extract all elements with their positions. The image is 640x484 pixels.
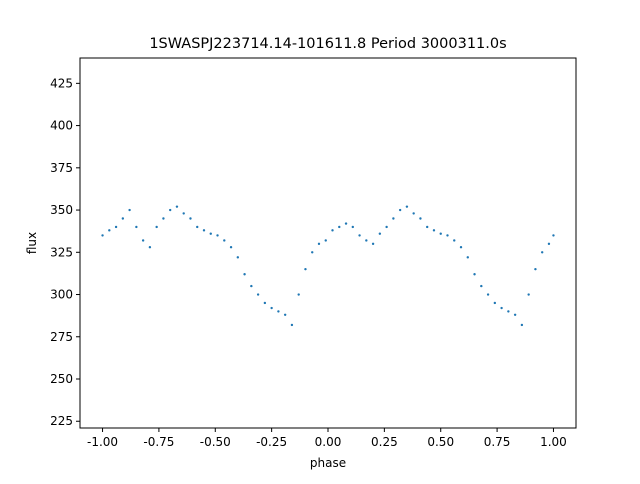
y-axis-ticks: 225 250 275 300 325 350 375 400 425 [50, 76, 80, 428]
data-point [540, 251, 544, 254]
data-point [175, 205, 179, 208]
data-point [552, 234, 555, 237]
y-tick-label: 225 [50, 414, 73, 428]
data-point [432, 229, 436, 232]
data-point [317, 242, 321, 246]
y-tick-label: 325 [50, 245, 73, 259]
data-point [202, 229, 206, 232]
data-point [250, 284, 253, 288]
data-point [520, 323, 524, 327]
data-point [398, 208, 402, 212]
data-point [148, 246, 152, 249]
data-point [324, 239, 327, 242]
data-point [371, 242, 375, 246]
x-tick-label: 0.25 [371, 435, 398, 449]
y-axis-label: flux [25, 232, 39, 254]
data-point [182, 212, 185, 215]
data-point [331, 229, 334, 232]
data-point [311, 251, 314, 254]
data-point [162, 217, 165, 220]
data-point [513, 313, 517, 317]
data-point [547, 242, 551, 246]
data-point [412, 212, 415, 215]
data-point [534, 267, 537, 271]
data-point [108, 229, 111, 232]
x-tick-label: -0.25 [256, 435, 287, 449]
data-point [500, 306, 503, 310]
data-point [480, 284, 483, 288]
data-point [243, 273, 246, 276]
x-tick-label: 0.50 [427, 435, 454, 449]
data-point [223, 239, 226, 242]
data-point [351, 225, 354, 229]
y-tick-label: 375 [50, 161, 73, 175]
data-point [459, 246, 463, 249]
data-point [101, 234, 104, 237]
data-point [426, 225, 429, 229]
x-tick-label: 1.00 [540, 435, 567, 449]
data-point [229, 246, 233, 249]
data-point [141, 239, 145, 242]
data-point [283, 313, 287, 317]
data-point [446, 234, 449, 237]
x-tick-label: -1.00 [87, 435, 118, 449]
data-point [135, 225, 138, 229]
data-point [196, 225, 199, 229]
data-point [473, 273, 476, 276]
data-point [527, 293, 530, 296]
chart-title: 1SWASPJ223714.14-101611.8 Period 3000311… [149, 36, 506, 52]
data-point [365, 239, 368, 242]
x-tick-label: 0.00 [315, 435, 342, 449]
data-point [486, 293, 490, 296]
data-point [358, 234, 361, 237]
data-point [304, 267, 307, 271]
y-tick-label: 250 [50, 372, 73, 386]
data-point [128, 208, 131, 212]
data-point [263, 301, 267, 305]
y-tick-label: 400 [50, 119, 73, 133]
data-point [209, 232, 212, 235]
data-point [270, 306, 273, 310]
plot-frame [79, 57, 577, 429]
y-tick-label: 425 [50, 76, 73, 90]
x-tick-label: -0.50 [200, 435, 231, 449]
data-point [378, 232, 382, 235]
data-point [392, 217, 395, 220]
data-points [101, 205, 555, 327]
data-point [216, 234, 219, 237]
data-point [189, 217, 192, 220]
data-point [385, 225, 388, 229]
data-point [419, 217, 422, 220]
y-tick-label: 275 [50, 330, 73, 344]
data-point [466, 256, 469, 259]
data-point [453, 239, 456, 242]
x-axis-label: phase [310, 456, 346, 470]
data-point [256, 293, 260, 296]
data-point [236, 256, 240, 259]
y-tick-label: 350 [50, 203, 73, 217]
data-point [493, 301, 497, 305]
x-axis-ticks: -1.00 -0.75 -0.50 -0.25 0.00 0.25 0.50 0.75 1.00 [87, 428, 567, 449]
data-point [405, 205, 409, 208]
data-point [290, 323, 294, 327]
data-point [121, 217, 125, 220]
data-point [277, 310, 280, 313]
x-tick-label: 0.75 [484, 435, 511, 449]
data-point [168, 208, 172, 212]
data-point [114, 225, 118, 229]
data-point [507, 310, 510, 313]
x-tick-label: -0.75 [143, 435, 174, 449]
data-point [338, 225, 341, 229]
data-point [439, 232, 442, 235]
data-point [297, 293, 300, 296]
data-point [344, 222, 348, 225]
y-tick-label: 300 [50, 288, 73, 302]
data-point [155, 225, 158, 229]
